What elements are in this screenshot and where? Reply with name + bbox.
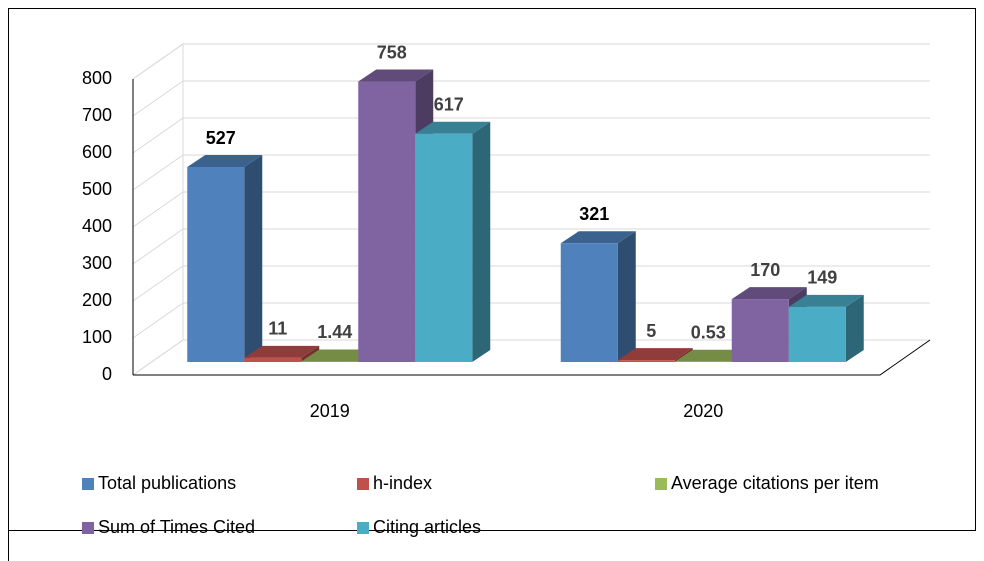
bar xyxy=(560,243,618,362)
bar-top xyxy=(731,287,807,300)
bar-side xyxy=(301,345,320,362)
data-label: 1.44 xyxy=(317,322,352,342)
bar-side xyxy=(845,294,864,362)
data-label: 149 xyxy=(807,268,837,288)
legend-label: h-index xyxy=(373,473,432,493)
legend-label: Average citations per item xyxy=(671,473,879,493)
bar-top xyxy=(788,294,864,307)
bar-side xyxy=(674,348,693,362)
data-label: 170 xyxy=(750,260,780,280)
bar-top xyxy=(617,348,693,361)
data-label: 321 xyxy=(579,204,609,224)
bar xyxy=(731,299,789,362)
data-label: 5 xyxy=(646,321,656,341)
legend-swatch xyxy=(82,478,94,490)
bar-top xyxy=(415,121,491,134)
grid-line xyxy=(132,265,930,302)
bar xyxy=(617,360,675,362)
bar xyxy=(788,306,846,362)
bar-side xyxy=(472,121,491,363)
grid-line xyxy=(132,43,930,80)
x-tick-label: 2019 xyxy=(310,401,350,421)
y-tick-label: 500 xyxy=(82,179,112,199)
y-tick-label: 700 xyxy=(82,105,112,125)
bar xyxy=(301,361,359,362)
bar-top xyxy=(560,231,636,244)
data-label: 11 xyxy=(268,319,287,339)
legend-swatch xyxy=(357,522,369,534)
grid-line xyxy=(132,154,930,191)
data-label: 527 xyxy=(206,128,236,148)
y-tick-label: 800 xyxy=(82,68,112,88)
grid-line xyxy=(132,228,930,265)
x-tick-label: 2020 xyxy=(683,401,723,421)
legend-swatch xyxy=(655,478,667,490)
bar xyxy=(187,167,245,362)
data-label: 758 xyxy=(377,42,407,62)
y-tick-label: 100 xyxy=(82,327,112,347)
legend-swatch xyxy=(357,478,369,490)
bar-top xyxy=(187,155,263,168)
bar-top xyxy=(301,349,377,362)
y-tick-label: 600 xyxy=(82,142,112,162)
y-tick-label: 200 xyxy=(82,290,112,310)
bar-side xyxy=(617,231,636,362)
grid-line xyxy=(132,302,930,339)
bar-top xyxy=(358,69,434,82)
bar xyxy=(358,81,416,362)
legend-label: Citing articles xyxy=(373,517,481,537)
grid-line xyxy=(132,80,930,117)
legend-swatch xyxy=(82,522,94,534)
data-label: 0.53 xyxy=(691,323,726,343)
bar-side xyxy=(244,155,263,362)
chart-frame xyxy=(8,8,976,531)
y-tick-label: 300 xyxy=(82,253,112,273)
floor xyxy=(133,339,931,376)
grid-line xyxy=(132,191,930,228)
bar xyxy=(415,133,473,362)
legend-label: Sum of Times Cited xyxy=(98,517,255,537)
y-tick-label: 0 xyxy=(102,364,112,384)
data-label: 617 xyxy=(434,94,464,114)
bar xyxy=(244,357,302,362)
bar-top xyxy=(674,349,750,362)
grid-line xyxy=(132,117,930,154)
bar-top xyxy=(244,345,320,358)
grid-line xyxy=(132,339,930,376)
legend-label: Total publications xyxy=(98,473,236,493)
y-tick-label: 400 xyxy=(82,216,112,236)
